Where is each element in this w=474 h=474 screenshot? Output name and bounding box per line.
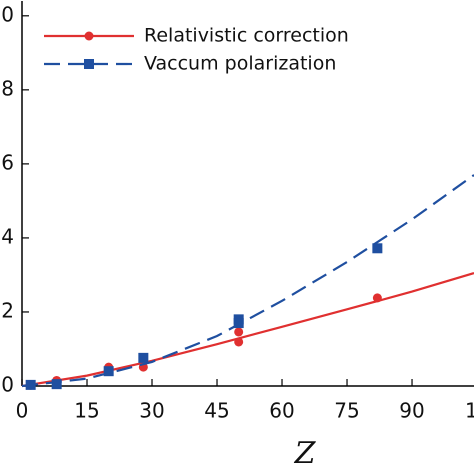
point <box>103 366 114 377</box>
x-tick-label: 90 <box>399 399 424 423</box>
x-axis-label: Z <box>294 436 317 471</box>
y-tick-label: 6 <box>1 150 14 174</box>
x-tick-label: 15 <box>74 399 99 423</box>
y-tick-label: 4 <box>1 224 14 248</box>
point <box>25 379 36 390</box>
fit-line <box>21 174 474 388</box>
y-tick-label: 8 <box>1 76 14 100</box>
y-tick-label: 2 <box>1 298 14 322</box>
legend-marker <box>84 31 94 41</box>
point <box>138 352 149 363</box>
x-tick-label: 45 <box>204 399 229 423</box>
y-tick-label: 0 <box>1 373 14 397</box>
point <box>51 379 62 390</box>
legend-marker <box>84 59 94 69</box>
point <box>372 243 383 254</box>
legend-label: Relativistic correction <box>144 25 349 47</box>
point <box>233 318 244 329</box>
x-tick-label: 30 <box>139 399 164 423</box>
x-tick-label: 75 <box>334 399 359 423</box>
x-tick-label: 10 <box>465 399 474 423</box>
point <box>234 337 244 347</box>
fit-line <box>21 272 474 388</box>
y-tick-label: 0 <box>1 2 14 26</box>
point <box>234 327 244 337</box>
x-tick-label: 0 <box>16 399 29 423</box>
x-tick-label: 60 <box>269 399 294 423</box>
point <box>372 293 382 303</box>
legend-label: Vaccum polarization <box>144 53 336 75</box>
